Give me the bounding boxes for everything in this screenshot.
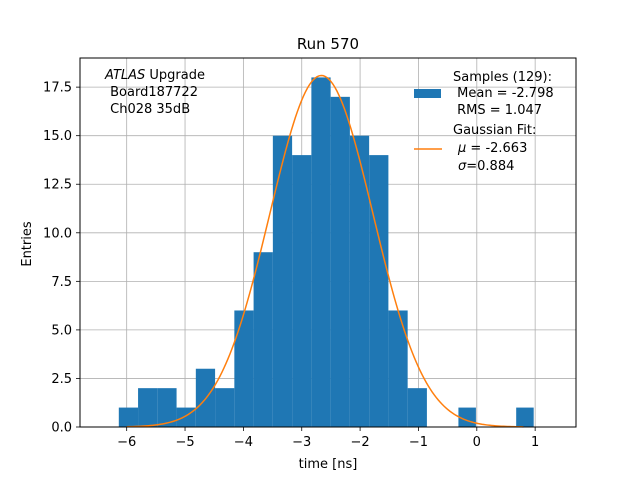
legend-samples-swatch bbox=[414, 89, 441, 98]
annotation-line-1: ATLAS Upgrade bbox=[104, 68, 205, 83]
x-tick-label-0: −6 bbox=[117, 435, 136, 450]
chart-title: Run 570 bbox=[297, 35, 359, 53]
annotation-atlas: ATLAS bbox=[104, 68, 145, 83]
x-tick-label-7: 1 bbox=[531, 435, 539, 450]
histogram-bar-1 bbox=[138, 388, 158, 427]
x-tick-label-1: −5 bbox=[175, 435, 194, 450]
legend-fit-mu: μ = -2.663 bbox=[457, 141, 527, 156]
histogram-bar-9 bbox=[292, 155, 312, 427]
legend-samples-rms: RMS = 1.047 bbox=[453, 103, 542, 118]
y-tick-label-2: 5.0 bbox=[51, 323, 72, 338]
histogram-bar-17 bbox=[516, 407, 534, 427]
y-tick-label-3: 7.5 bbox=[51, 275, 72, 290]
histogram-bar-0 bbox=[118, 407, 139, 427]
histogram-bar-13 bbox=[369, 155, 389, 427]
histogram-bar-5 bbox=[215, 388, 235, 427]
x-tick-label-2: −4 bbox=[234, 435, 253, 450]
histogram-bar-8 bbox=[272, 135, 293, 427]
x-axis-ticks: −6 −5 −4 −3 −2 −1 0 1 bbox=[117, 427, 539, 450]
legend-mu-value: = -2.663 bbox=[466, 141, 527, 156]
y-tick-label-0: 0.0 bbox=[51, 421, 72, 436]
legend-sigma-symbol: σ bbox=[458, 159, 467, 174]
x-tick-label-4: −2 bbox=[351, 435, 370, 450]
y-axis-ticks: 0.0 2.5 5.0 7.5 10.0 12.5 15.0 17.5 bbox=[43, 81, 80, 436]
y-tick-label-7: 17.5 bbox=[43, 81, 72, 96]
annotation-line-3: Ch028 35dB bbox=[106, 102, 190, 117]
legend-samples-title: Samples (129): bbox=[453, 70, 552, 85]
y-tick-label-5: 12.5 bbox=[43, 178, 72, 193]
histogram-bars bbox=[118, 77, 534, 427]
histogram-bar-10 bbox=[311, 77, 331, 427]
y-axis-label: Entries bbox=[20, 221, 35, 267]
annotation-line-2: Board187722 bbox=[106, 85, 198, 100]
gaussian-fit-curve bbox=[126, 74, 524, 428]
histogram-bar-11 bbox=[330, 96, 350, 427]
annotation-box: ATLAS Upgrade Board187722 Ch028 35dB bbox=[104, 68, 205, 117]
legend-mu-symbol: μ bbox=[457, 141, 466, 156]
x-tick-label-3: −3 bbox=[292, 435, 311, 450]
plot-frame bbox=[79, 57, 577, 428]
y-tick-label-4: 10.0 bbox=[43, 226, 72, 241]
legend-samples-mean: Mean = -2.798 bbox=[453, 86, 554, 101]
x-tick-label-6: 0 bbox=[473, 435, 481, 450]
y-tick-label-1: 2.5 bbox=[51, 372, 72, 387]
histogram-bar-2 bbox=[157, 388, 177, 427]
y-tick-label-6: 15.0 bbox=[43, 129, 72, 144]
histogram-bar-15 bbox=[407, 388, 427, 427]
legend-fit-title: Gaussian Fit: bbox=[453, 123, 536, 138]
histogram-bar-12 bbox=[349, 135, 370, 427]
x-axis-label: time [ns] bbox=[299, 457, 358, 472]
legend: Samples (129): Mean = -2.798 RMS = 1.047… bbox=[414, 70, 554, 174]
x-tick-label-5: −1 bbox=[409, 435, 428, 450]
histogram-bar-6 bbox=[234, 310, 254, 427]
legend-sigma-value: =0.884 bbox=[466, 159, 514, 174]
legend-fit-sigma: σ=0.884 bbox=[458, 159, 514, 174]
histogram-bar-14 bbox=[388, 310, 408, 427]
annotation-upgrade: Upgrade bbox=[145, 68, 205, 83]
histogram-bar-7 bbox=[253, 252, 273, 427]
